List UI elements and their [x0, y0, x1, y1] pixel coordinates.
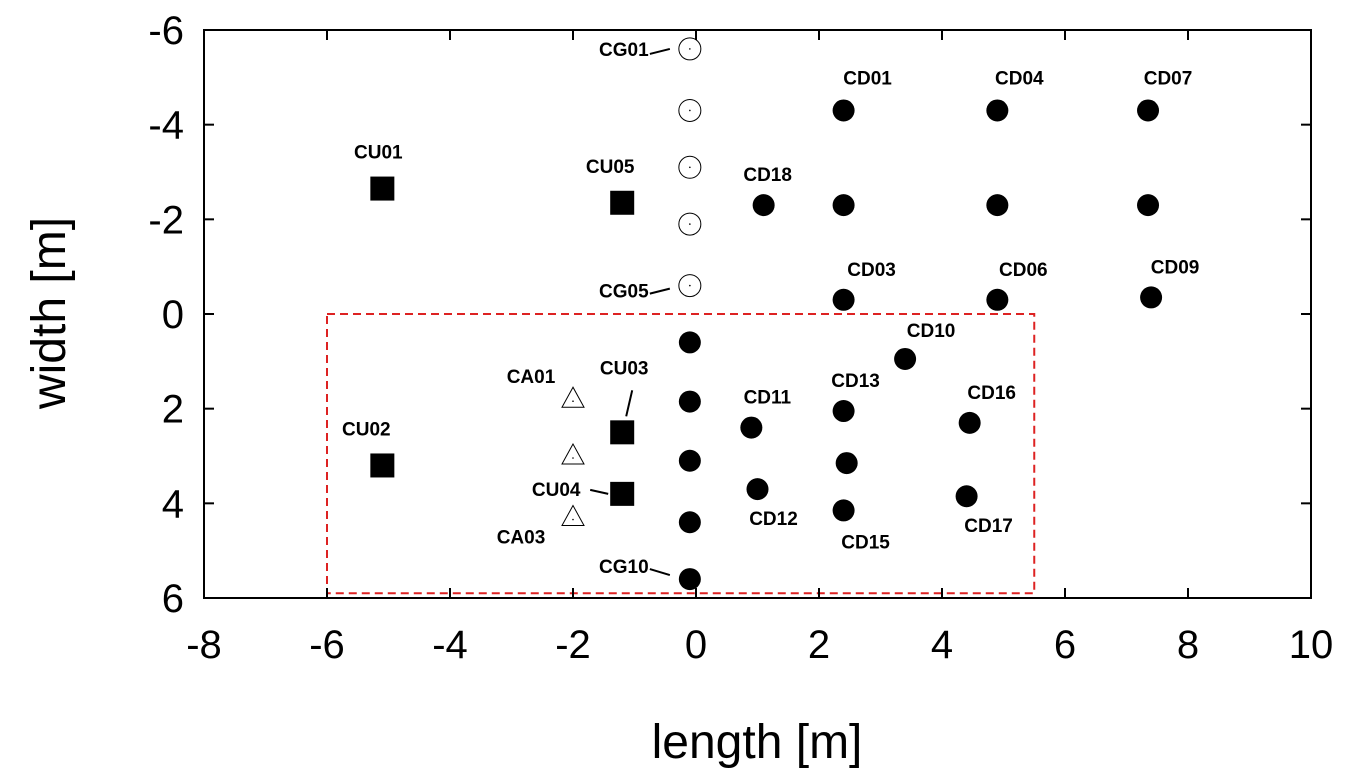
point-label: CG10	[599, 557, 649, 578]
x-tick-label: 8	[1177, 623, 1199, 667]
filled-circle-point	[740, 416, 763, 439]
filled-circle-point	[986, 288, 1009, 311]
filled-square-point	[610, 481, 635, 506]
filled-circle-point	[746, 478, 769, 501]
filled-circle-point	[1137, 194, 1160, 217]
filled-circle-point	[832, 99, 855, 122]
point-label: CD15	[841, 532, 890, 553]
label-leader-line	[649, 287, 671, 295]
filled-circle-point	[678, 568, 701, 591]
y-tick-label: 6	[162, 577, 184, 621]
y-tick-label: -4	[148, 104, 184, 148]
point-label: CD06	[999, 260, 1048, 281]
x-axis-label: length [m]	[652, 716, 863, 769]
y-tick-label: 2	[162, 388, 184, 432]
open-triangle-point	[561, 504, 585, 527]
open-circle-center-dot	[689, 166, 691, 169]
highlight-region-box	[326, 313, 1036, 595]
point-label: CD16	[967, 383, 1016, 404]
point-label: CG01	[599, 40, 649, 61]
point-label: CA03	[497, 528, 546, 549]
label-leader-line	[589, 488, 609, 495]
filled-circle-point	[832, 194, 855, 217]
x-tick-label: 2	[808, 623, 830, 667]
point-label: CD10	[907, 321, 956, 342]
axes: -8 -6 -4 -2 0 2 4 6 8 10 -6 -4 -2 0 2 4 6	[148, 9, 1333, 667]
point-label: CU03	[600, 358, 649, 379]
point-label: CD13	[831, 371, 880, 392]
label-leader-line	[649, 47, 671, 55]
point-label: CU05	[586, 157, 635, 178]
filled-square-point	[370, 176, 395, 201]
open-triangle-point	[561, 386, 585, 408]
x-tick-label: 4	[931, 623, 953, 667]
point-label: CA01	[507, 367, 556, 388]
point-label: CU04	[532, 480, 581, 501]
filled-circle-point	[752, 194, 775, 217]
filled-circle-point	[678, 449, 701, 472]
x-tick-label: 0	[685, 623, 707, 667]
open-triangle-center-dot	[572, 518, 574, 521]
open-circle-center-dot	[689, 223, 691, 225]
y-tick-label: -6	[148, 9, 184, 53]
point-label: CD11	[744, 388, 792, 409]
filled-square-point	[610, 190, 635, 215]
y-tick-label: 4	[162, 482, 184, 526]
filled-circle-point	[678, 511, 701, 534]
filled-square-point	[370, 453, 395, 478]
filled-circle-point	[832, 499, 855, 522]
y-tick-label: -2	[148, 198, 184, 242]
label-leader-line	[649, 568, 671, 577]
open-circle-center-dot	[689, 109, 691, 112]
point-label: CD18	[743, 165, 792, 186]
point-label: CD12	[749, 509, 798, 530]
filled-circle-point	[678, 390, 701, 413]
open-circle-center-dot	[689, 284, 691, 287]
x-tick-label: -8	[186, 623, 222, 667]
plot-area: CG01 CG05 CG10 CD01 CD03 CD04 CD06 CD07 CD09 CD10…	[326, 37, 1200, 595]
x-tick-label: 10	[1289, 623, 1334, 667]
point-label: CD03	[847, 260, 896, 281]
x-tick-label: 6	[1054, 623, 1076, 667]
filled-circle-point	[1140, 286, 1163, 309]
filled-circle-point	[955, 485, 978, 508]
point-label: CG05	[599, 282, 649, 303]
label-leader-line	[625, 390, 634, 417]
x-tick-label: -6	[309, 623, 345, 667]
x-tick-label: -4	[432, 623, 468, 667]
filled-circle-point	[894, 347, 917, 370]
filled-square-point	[610, 420, 635, 445]
point-label: CD17	[964, 516, 1013, 537]
filled-circle-point	[832, 400, 855, 423]
filled-circle-point	[832, 288, 855, 311]
filled-circle-point	[986, 194, 1009, 217]
point-label: CU02	[342, 419, 391, 440]
point-label: CD04	[995, 68, 1044, 89]
filled-circle-point	[835, 452, 858, 475]
open-circle-center-dot	[689, 48, 691, 50]
point-label: CD09	[1151, 257, 1200, 278]
filled-circle-point	[958, 411, 981, 434]
open-triangle-center-dot	[572, 457, 574, 459]
filled-circle-point	[678, 331, 701, 354]
filled-circle-point	[986, 99, 1009, 122]
open-triangle-point	[561, 442, 585, 465]
y-tick-label: 0	[162, 293, 184, 337]
point-label: CD07	[1144, 68, 1193, 89]
x-tick-label: -2	[555, 623, 591, 667]
filled-circle-point	[1137, 99, 1160, 122]
point-label: CD01	[843, 68, 892, 89]
open-triangle-center-dot	[572, 400, 574, 403]
point-label: CU01	[354, 143, 403, 164]
y-axis-label: width [m]	[23, 217, 76, 410]
